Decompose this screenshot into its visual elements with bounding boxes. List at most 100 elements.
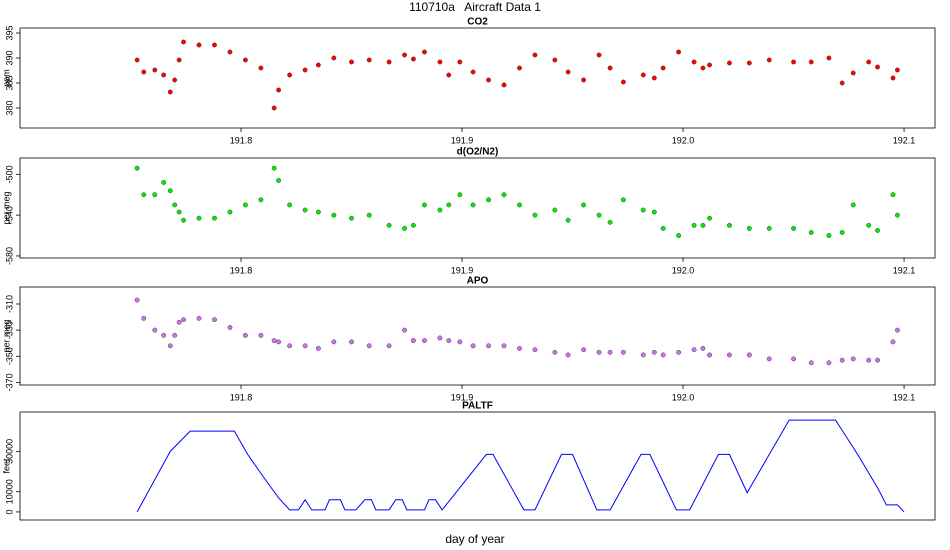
data-point — [386, 343, 392, 349]
data-point — [172, 202, 178, 208]
data-point — [620, 79, 626, 85]
data-point — [422, 338, 427, 343]
data-point — [581, 347, 586, 353]
data-point — [457, 339, 463, 345]
data-point — [581, 77, 586, 83]
data-point — [134, 57, 140, 63]
data-point — [196, 42, 202, 48]
panel-title: APO — [467, 276, 489, 287]
data-point — [176, 209, 182, 215]
data-point — [276, 339, 281, 345]
data-point — [517, 346, 522, 351]
data-point — [486, 343, 491, 349]
y-tick-label: 380 — [4, 100, 14, 115]
data-point — [402, 327, 407, 333]
data-point — [422, 49, 427, 55]
data-point — [651, 75, 657, 81]
data-point — [532, 347, 538, 353]
data-point — [167, 188, 173, 194]
data-point — [167, 89, 173, 95]
data-point — [501, 343, 507, 349]
data-point — [651, 209, 657, 215]
data-point — [437, 207, 443, 213]
data-point — [411, 222, 416, 228]
data-point — [271, 165, 277, 171]
data-point — [161, 180, 167, 185]
data-point — [875, 228, 880, 233]
plot-frame — [19, 286, 936, 386]
data-point — [457, 59, 463, 65]
data-point — [196, 315, 202, 321]
x-tick-label: 192.1 — [893, 135, 916, 145]
data-point — [331, 55, 337, 61]
data-point — [700, 222, 706, 228]
panel-title: CO2 — [467, 17, 488, 28]
y-tick-label: -310 — [4, 295, 14, 313]
data-point — [766, 356, 772, 362]
data-point — [315, 346, 321, 351]
x-tick-label: 192.1 — [893, 265, 916, 275]
x-axis-label: day of year — [445, 532, 504, 546]
data-point — [181, 39, 186, 45]
data-point — [271, 105, 277, 111]
data-point — [422, 202, 427, 208]
data-point — [470, 343, 476, 349]
data-point — [596, 212, 602, 218]
x-tick-label: 191.8 — [230, 135, 253, 145]
data-point — [181, 217, 186, 223]
data-point — [176, 57, 182, 63]
data-point — [596, 52, 602, 58]
data-point — [791, 356, 796, 362]
data-point — [501, 192, 507, 198]
x-tick-label: 192.1 — [893, 392, 916, 402]
panel-title: d(O2/N2) — [457, 147, 499, 158]
data-point — [727, 60, 732, 66]
chart-title: 110710a Aircraft Data 1 — [409, 0, 541, 14]
x-tick-label: 191.8 — [230, 392, 253, 402]
data-point — [676, 233, 682, 238]
data-point — [486, 197, 491, 203]
data-point — [875, 357, 880, 363]
data-point — [243, 332, 248, 338]
data-point — [746, 60, 752, 66]
y-axis-label: feet — [1, 458, 11, 474]
x-tick-label: 192.0 — [672, 392, 695, 402]
data-point — [517, 65, 522, 71]
data-point — [134, 165, 140, 171]
y-axis-label: per meg — [1, 319, 11, 352]
plot-frame — [19, 157, 936, 259]
data-point — [258, 65, 264, 71]
data-point — [565, 69, 571, 75]
data-point — [437, 335, 443, 341]
y-tick-label: -580 — [4, 247, 14, 265]
data-point — [890, 339, 896, 345]
data-point — [727, 222, 732, 228]
data-point — [349, 59, 354, 65]
data-point — [176, 319, 182, 325]
x-tick-label: 191.9 — [451, 392, 474, 402]
data-point — [839, 230, 845, 235]
data-point — [271, 338, 277, 343]
data-point — [607, 349, 613, 355]
y-tick-label: -350 — [4, 347, 14, 365]
y-tick-label: 390 — [4, 50, 14, 65]
y-axis-label: ppm — [1, 69, 11, 87]
data-point — [660, 226, 666, 231]
data-point — [766, 226, 772, 231]
data-point — [676, 49, 682, 55]
data-point — [532, 212, 538, 218]
data-point — [808, 360, 814, 366]
data-point — [607, 65, 613, 71]
data-point — [640, 72, 646, 78]
data-point — [331, 339, 337, 345]
data-point — [402, 52, 407, 58]
panel-title: PALTF — [462, 401, 493, 412]
data-point — [181, 317, 186, 323]
y-tick-label: 0 — [4, 509, 14, 514]
data-point — [581, 202, 586, 208]
data-point — [212, 215, 217, 221]
data-point — [172, 77, 178, 83]
data-point — [141, 192, 147, 198]
data-point — [596, 349, 602, 355]
